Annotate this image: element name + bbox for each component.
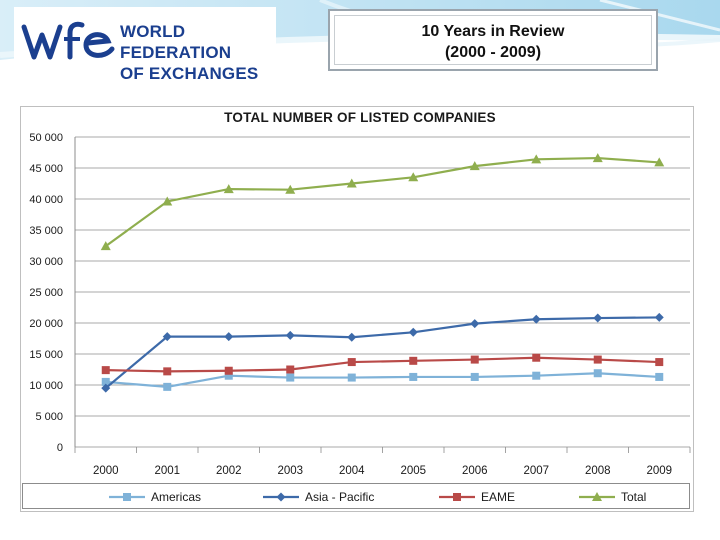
legend-item-eame: EAME [439,490,516,504]
data-point-total [592,153,603,163]
data-point-eame [347,358,356,367]
x-tick-label: 2006 [462,465,488,477]
data-point-asia_pacific [531,314,541,324]
data-point-americas [286,373,295,382]
wfe-logo-text: WORLD FEDERATION OF EXCHANGES [120,21,276,84]
chart-title: TOTAL NUMBER OF LISTED COMPANIES [224,110,496,125]
legend-label: Asia - Pacific [305,490,375,504]
data-point-americas [101,377,110,386]
data-point-americas [470,372,479,381]
y-tick-label: 10 000 [29,380,63,392]
data-point-americas [224,371,233,380]
legend-item-total: Total [579,490,647,504]
y-tick-label: 0 [57,442,63,454]
y-tick-label: 30 000 [29,256,63,268]
legend-label: EAME [481,490,516,504]
data-point-eame [224,366,233,375]
logo-line-1: WORLD FEDERATION [120,22,232,62]
y-tick-label: 45 000 [29,163,63,175]
x-tick-label: 2009 [646,465,672,477]
x-tick-label: 2002 [216,465,242,477]
series-line-total [105,156,660,248]
data-point-eame [286,365,295,374]
series-line-eame [105,356,660,373]
data-point-eame [409,356,418,365]
legend-swatch-eame [439,493,475,501]
y-tick-label: 5 000 [35,411,63,423]
x-tick-label: 2005 [400,465,426,477]
data-point-asia_pacific [224,332,234,342]
legend-swatch-americas [109,493,145,501]
data-point-americas [655,372,664,381]
data-point-asia_pacific [347,332,357,342]
series-line-americas [105,372,660,388]
y-tick-label: 25 000 [29,287,63,299]
y-tick-label: 20 000 [29,318,63,330]
data-point-total [285,184,296,194]
wfe-logo: WORLD FEDERATION OF EXCHANGES [14,7,276,83]
x-tick-label: 2000 [93,465,119,477]
data-point-asia_pacific [470,319,480,329]
data-point-asia_pacific [101,383,111,393]
data-point-eame [101,366,110,375]
data-point-asia_pacific [408,327,418,337]
data-point-total [346,178,357,188]
series-line-asia_pacific [105,316,660,389]
data-point-eame [532,353,541,362]
review-title-line-2: (2000 - 2009) [444,44,542,61]
data-point-asia_pacific [162,332,172,342]
data-point-total [100,241,111,251]
y-tick-label: 15 000 [29,349,63,361]
review-title-box: 10 Years in Review (2000 - 2009) [328,9,658,71]
x-tick-label: 2004 [339,465,365,477]
data-point-americas [163,382,172,391]
legend-item-asia_pacific: Asia - Pacific [263,490,375,504]
data-point-americas [409,372,418,381]
data-point-asia_pacific [593,313,603,323]
data-point-eame [470,355,479,364]
legend-item-americas: Americas [109,490,202,504]
data-point-eame [655,358,664,367]
data-point-asia_pacific [654,312,664,322]
logo-line-2: OF EXCHANGES [120,64,259,83]
legend-label: Total [621,490,647,504]
chart-frame [20,106,694,512]
legend-swatch-asia_pacific [263,492,299,502]
data-point-total [162,196,173,206]
x-tick-label: 2003 [277,465,303,477]
y-tick-label: 50 000 [29,132,63,144]
wfe-logo-mark-icon [21,21,115,60]
x-tick-label: 2001 [154,465,180,477]
legend-swatch-total [579,492,615,501]
data-point-total [531,154,542,164]
data-point-americas [532,371,541,380]
x-tick-label: 2008 [585,465,611,477]
y-tick-label: 40 000 [29,194,63,206]
review-title: 10 Years in Review (2000 - 2009) [330,21,656,63]
data-point-total [469,161,480,171]
data-point-total [654,157,665,167]
data-point-total [408,172,419,182]
data-point-americas [347,373,356,382]
data-point-eame [163,367,172,376]
review-title-inner-border [334,15,652,65]
data-point-asia_pacific [285,330,295,340]
data-point-americas [593,369,602,378]
review-title-line-1: 10 Years in Review [421,23,565,40]
x-tick-label: 2007 [523,465,549,477]
legend-label: Americas [151,490,202,504]
chart-legend: Americas Asia - Pacific EAME Total [22,483,690,509]
y-tick-label: 35 000 [29,225,63,237]
data-point-total [223,184,234,194]
data-point-eame [593,355,602,364]
